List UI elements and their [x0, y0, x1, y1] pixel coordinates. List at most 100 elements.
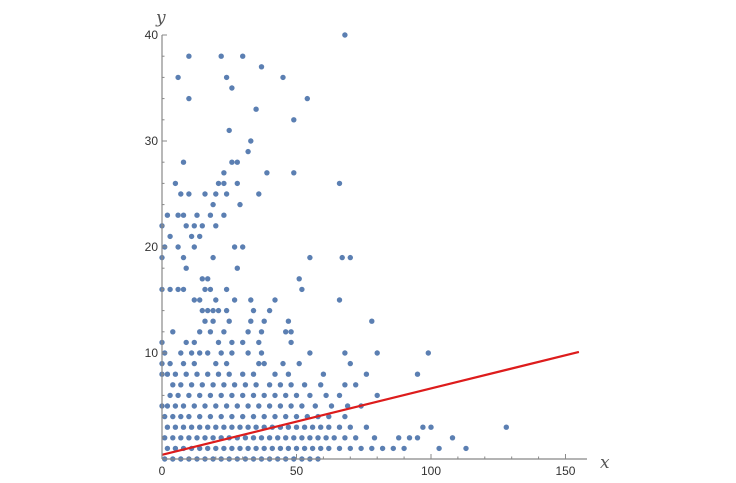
- scatter-point: [191, 339, 197, 346]
- scatter-point: [207, 392, 214, 399]
- scatter-point: [186, 95, 192, 102]
- scatter-point: [188, 350, 195, 356]
- scatter-point: [191, 223, 197, 229]
- scatter-point: [307, 254, 313, 261]
- scatter-point: [167, 360, 173, 367]
- scatter-point: [167, 233, 173, 240]
- scatter-point: [202, 403, 208, 409]
- scatter-point: [328, 403, 335, 409]
- scatter-point: [277, 445, 284, 452]
- scatter-point: [199, 223, 205, 229]
- scatter-point: [205, 307, 211, 314]
- scatter-point: [186, 413, 192, 420]
- scatter-point: [205, 276, 211, 282]
- scatter-point: [245, 148, 251, 155]
- scatter-point: [266, 307, 273, 314]
- scatter-point: [218, 392, 224, 399]
- scatter-point: [186, 392, 192, 399]
- scatter-point: [180, 254, 187, 261]
- scatter-point: [309, 424, 316, 430]
- scatter-point: [307, 392, 313, 399]
- scatter-point: [223, 286, 230, 293]
- scatter-point: [369, 445, 375, 452]
- scatter-point: [202, 435, 208, 441]
- scatter-point: [231, 382, 238, 388]
- scatter-point: [223, 191, 230, 197]
- scatter-point: [283, 329, 289, 335]
- scatter-point: [258, 435, 265, 441]
- scatter-point: [288, 403, 294, 409]
- scatter-point: [199, 382, 205, 388]
- scatter-point: [288, 339, 294, 346]
- scatter-point: [401, 445, 407, 452]
- scatter-point: [242, 382, 249, 388]
- scatter-point: [218, 53, 224, 59]
- scatter-point: [307, 435, 313, 441]
- scatter-point: [245, 350, 251, 356]
- scatter-point: [188, 233, 195, 240]
- scatter-point: [277, 382, 284, 388]
- scatter-point: [323, 392, 329, 399]
- scatter-point: [339, 254, 345, 261]
- scatter-point: [250, 435, 257, 441]
- scatter-point: [291, 435, 297, 441]
- scatter-point: [285, 445, 292, 452]
- scatter-point: [288, 382, 294, 388]
- fit-line-layer: [161, 350, 580, 456]
- scatter-point: [342, 32, 348, 38]
- scatter-point: [344, 403, 351, 409]
- scatter-point: [221, 180, 227, 187]
- scatter-point: [180, 212, 187, 218]
- scatter-point: [215, 371, 222, 377]
- scatter-point: [210, 382, 216, 388]
- scatter-point: [371, 435, 378, 441]
- scatter-point: [226, 127, 232, 134]
- scatter-point: [162, 435, 168, 441]
- scatter-point: [353, 382, 359, 388]
- scatter-point: [202, 191, 208, 197]
- scatter-point: [347, 360, 353, 367]
- scatter-point: [229, 413, 235, 420]
- scatter-point: [221, 424, 227, 430]
- scatter-point: [186, 53, 192, 59]
- scatter-point: [301, 424, 308, 430]
- scatter-point: [326, 424, 332, 430]
- scatter-point: [205, 445, 211, 452]
- scatter-point: [436, 445, 442, 452]
- scatter-point: [240, 371, 246, 377]
- scatter-point: [258, 64, 265, 70]
- scatter-point: [336, 297, 343, 303]
- scatter-point: [221, 170, 227, 176]
- x-tick-label: 0: [159, 464, 166, 478]
- scatter-point: [363, 424, 370, 430]
- scatter-point: [191, 297, 197, 303]
- scatter-point: [363, 371, 370, 377]
- scatter-point: [178, 382, 184, 388]
- axes: 0 50 100 150 10 20 30 40: [145, 28, 587, 478]
- scatter-point: [197, 350, 203, 356]
- scatter-point: [425, 350, 431, 356]
- scatter-point: [178, 413, 184, 420]
- scatter-point: [342, 435, 348, 441]
- scatter-point: [318, 382, 324, 388]
- scatter-point: [188, 424, 195, 430]
- scatter-point: [197, 329, 203, 335]
- scatter-point: [245, 329, 251, 335]
- scatter-point: [205, 350, 211, 356]
- scatter-point: [180, 360, 187, 367]
- scatter-point: [197, 424, 203, 430]
- scatter-point: [315, 435, 321, 441]
- scatter-point: [414, 371, 421, 377]
- scatter-point: [342, 382, 348, 388]
- scatter-point: [170, 435, 176, 441]
- scatter-point: [449, 435, 456, 441]
- scatter-point: [164, 445, 171, 452]
- scatter-point: [374, 350, 380, 356]
- scatter-point: [296, 360, 302, 367]
- scatter-point: [266, 382, 273, 388]
- scatter-point: [237, 445, 243, 452]
- scatter-point: [180, 159, 187, 165]
- scatter-point: [207, 286, 214, 293]
- scatter-point: [288, 329, 294, 335]
- scatter-point: [213, 191, 219, 197]
